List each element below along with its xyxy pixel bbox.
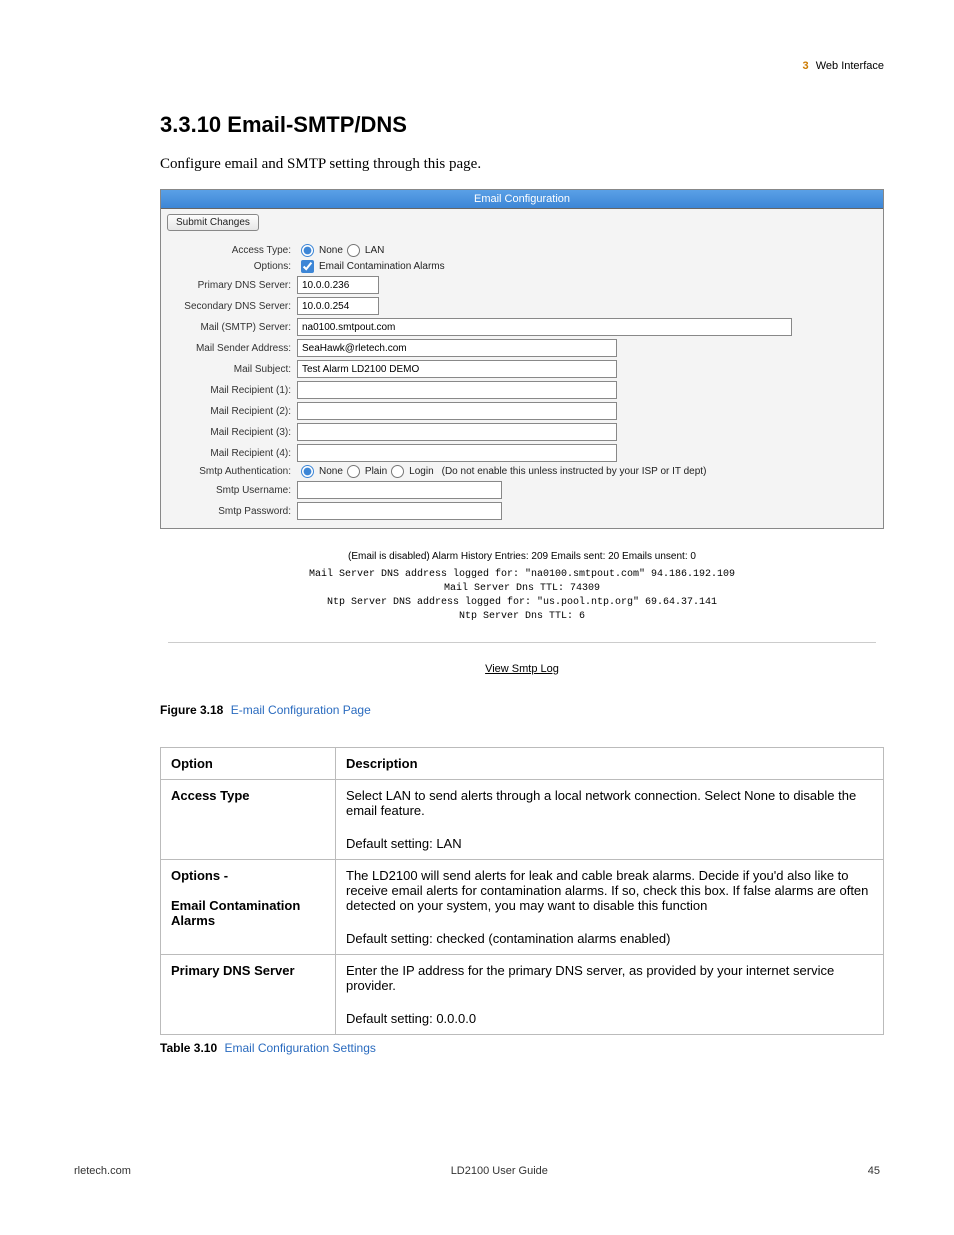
- page-footer: rletech.com LD2100 User Guide 45: [70, 1165, 884, 1177]
- radio-auth-none[interactable]: [301, 465, 314, 478]
- opt-access-type: Access Type: [161, 780, 336, 860]
- label-smtp-pass: Smtp Password:: [161, 506, 297, 517]
- radio-auth-plain-label: Plain: [365, 466, 387, 477]
- label-subject: Mail Subject:: [161, 364, 297, 375]
- col-option: Option: [161, 748, 336, 780]
- desc-access-type: Select LAN to send alerts through a loca…: [336, 780, 884, 860]
- table-row: Options - Email Contamination Alarms The…: [161, 860, 884, 955]
- desc-email-contamination: The LD2100 will send alerts for leak and…: [336, 860, 884, 955]
- label-access-type: Access Type:: [161, 245, 297, 256]
- email-config-panel: Email Configuration Submit Changes Acces…: [160, 189, 884, 529]
- radio-auth-login[interactable]: [391, 465, 404, 478]
- radio-access-lan[interactable]: [347, 244, 360, 257]
- dns-log-1: Mail Server DNS address logged for: "na0…: [160, 568, 884, 582]
- intro-text: Configure email and SMTP setting through…: [160, 156, 884, 173]
- figure-text: E-mail Configuration Page: [231, 703, 371, 717]
- footer-left: rletech.com: [74, 1165, 131, 1177]
- panel-title: Email Configuration: [161, 190, 883, 209]
- checkbox-label: Email Contamination Alarms: [319, 261, 445, 272]
- status-block: (Email is disabled) Alarm History Entrie…: [160, 547, 884, 636]
- label-recipient-4: Mail Recipient (4):: [161, 448, 297, 459]
- table-row: Primary DNS Server Enter the IP address …: [161, 955, 884, 1035]
- radio-label-lan: LAN: [365, 245, 384, 256]
- input-smtp-user[interactable]: [297, 481, 502, 499]
- chapter-title: Web Interface: [816, 60, 884, 72]
- chapter-number: 3: [803, 60, 809, 72]
- footer-center: LD2100 User Guide: [451, 1165, 548, 1177]
- input-recipient-4[interactable]: [297, 444, 617, 462]
- options-table: Option Description Access Type Select LA…: [160, 747, 884, 1035]
- input-primary-dns[interactable]: [297, 276, 379, 294]
- dns-log-3: Ntp Server DNS address logged for: "us.p…: [160, 596, 884, 610]
- input-smtp-pass[interactable]: [297, 502, 502, 520]
- table-row: Access Type Select LAN to send alerts th…: [161, 780, 884, 860]
- radio-label-none: None: [319, 245, 343, 256]
- label-sender-addr: Mail Sender Address:: [161, 343, 297, 354]
- divider: [168, 642, 876, 643]
- opt-email-contamination: Options - Email Contamination Alarms: [161, 860, 336, 955]
- input-smtp-server[interactable]: [297, 318, 792, 336]
- label-recipient-1: Mail Recipient (1):: [161, 385, 297, 396]
- input-recipient-1[interactable]: [297, 381, 617, 399]
- input-sender-addr[interactable]: [297, 339, 617, 357]
- label-recipient-2: Mail Recipient (2):: [161, 406, 297, 417]
- table-caption: Table 3.10 Email Configuration Settings: [160, 1041, 884, 1055]
- table-text: Email Configuration Settings: [224, 1041, 375, 1055]
- label-options: Options:: [161, 261, 297, 272]
- input-recipient-2[interactable]: [297, 402, 617, 420]
- label-secondary-dns: Secondary DNS Server:: [161, 301, 297, 312]
- col-description: Description: [336, 748, 884, 780]
- label-recipient-3: Mail Recipient (3):: [161, 427, 297, 438]
- submit-changes-button[interactable]: Submit Changes: [167, 214, 259, 231]
- radio-access-none[interactable]: [301, 244, 314, 257]
- label-smtp-server: Mail (SMTP) Server:: [161, 322, 297, 333]
- view-smtp-log-link[interactable]: View Smtp Log: [485, 663, 559, 675]
- figure-caption: Figure 3.18 E-mail Configuration Page: [160, 703, 884, 717]
- page-header: 3 Web Interface: [70, 60, 884, 72]
- label-smtp-auth: Smtp Authentication:: [161, 466, 297, 477]
- auth-note: (Do not enable this unless instructed by…: [442, 466, 707, 477]
- desc-primary-dns: Enter the IP address for the primary DNS…: [336, 955, 884, 1035]
- table-label: Table 3.10: [160, 1041, 217, 1055]
- label-primary-dns: Primary DNS Server:: [161, 280, 297, 291]
- opt-primary-dns: Primary DNS Server: [161, 955, 336, 1035]
- radio-auth-login-label: Login: [409, 466, 433, 477]
- input-subject[interactable]: [297, 360, 617, 378]
- status-line: (Email is disabled) Alarm History Entrie…: [160, 551, 884, 562]
- input-secondary-dns[interactable]: [297, 297, 379, 315]
- input-recipient-3[interactable]: [297, 423, 617, 441]
- checkbox-contamination-alarms[interactable]: [301, 260, 314, 273]
- dns-log-2: Mail Server Dns TTL: 74309: [160, 582, 884, 596]
- section-heading: 3.3.10 Email-SMTP/DNS: [160, 112, 884, 138]
- dns-log-4: Ntp Server Dns TTL: 6: [160, 610, 884, 624]
- radio-auth-plain[interactable]: [347, 465, 360, 478]
- radio-auth-none-label: None: [319, 466, 343, 477]
- footer-right: 45: [868, 1165, 880, 1177]
- figure-label: Figure 3.18: [160, 703, 223, 717]
- label-smtp-user: Smtp Username:: [161, 485, 297, 496]
